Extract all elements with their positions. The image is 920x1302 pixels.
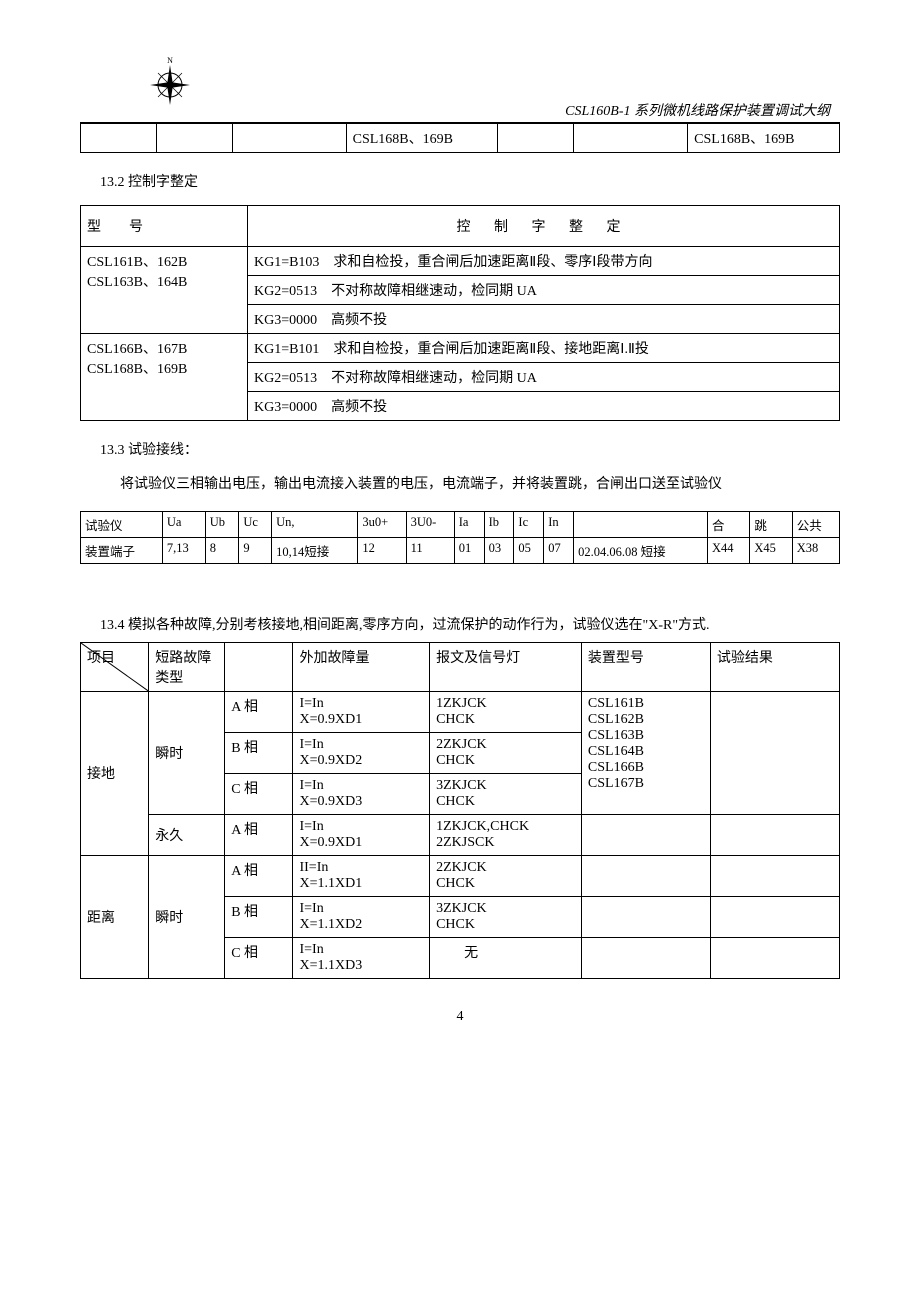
page-number: 4 <box>80 1009 840 1025</box>
r1c5: 1ZKJCKCHCK <box>430 691 582 732</box>
w-h8: Ib <box>484 511 514 537</box>
models-block: CSL161B CSL162B CSL163B CSL164B CSL166B … <box>581 691 710 814</box>
r1c4: I=InX=0.9XD1 <box>293 691 430 732</box>
section-13-4-heading: 13.4 模拟各种故障,分别考核接地,相间距离,零序方向，过流保护的动作行为，试… <box>100 614 840 638</box>
w-r2-6: 01 <box>454 537 484 563</box>
h-result: 试验结果 <box>710 642 839 691</box>
r2c5: 2ZKJCKCHCK <box>430 732 582 773</box>
w-r2-label: 装置端子 <box>81 537 163 563</box>
w-r2-13: X38 <box>792 537 839 563</box>
result-blank-4 <box>710 896 839 937</box>
g1-row1: KG1=B103 求和自检投，重合闸后加速距离Ⅱ段、零序Ⅰ段带方向 <box>247 247 839 276</box>
sub-shunshi-1: 瞬时 <box>149 691 225 814</box>
w-r2-12: X45 <box>750 537 792 563</box>
r3c5: 3ZKJCKCHCK <box>430 773 582 814</box>
w-r2-9: 07 <box>544 537 574 563</box>
r6c4: I=InX=1.1XD2 <box>293 896 430 937</box>
col-header-control: 控 制 字 整 定 <box>247 206 839 247</box>
model-group2-b: CSL168B、169B <box>87 358 241 378</box>
w-h6: 3U0- <box>406 511 454 537</box>
model-blank-5 <box>581 937 710 978</box>
w-h1: Ua <box>162 511 205 537</box>
model-blank-2 <box>581 814 710 855</box>
cat-distance: 距离 <box>81 855 149 978</box>
r7c4: I=InX=1.1XD3 <box>293 937 430 978</box>
w-h14: 公共 <box>792 511 839 537</box>
top-cell-b: CSL168B、169B <box>688 124 840 153</box>
result-blank-1 <box>710 691 839 814</box>
w-h5: 3u0+ <box>358 511 406 537</box>
w-r2-7: 03 <box>484 537 514 563</box>
h-fault-type: 短路故障类型 <box>149 642 225 691</box>
svg-text:N: N <box>167 56 173 65</box>
compass-icon: N <box>140 55 200 115</box>
h-msg: 报文及信号灯 <box>430 642 582 691</box>
phase-c-1: C 相 <box>225 773 293 814</box>
model-blank-4 <box>581 896 710 937</box>
phase-b-2: B 相 <box>225 896 293 937</box>
w-r2-3: 10,14短接 <box>272 537 358 563</box>
w-h2: Ub <box>205 511 239 537</box>
phase-b-1: B 相 <box>225 732 293 773</box>
wiring-table: 试验仪 Ua Ub Uc Un, 3u0+ 3U0- Ia Ib Ic In 合… <box>80 511 840 564</box>
col-header-model: 型 号 <box>81 206 248 247</box>
r3c4: I=InX=0.9XD3 <box>293 773 430 814</box>
w-h12: 合 <box>707 511 749 537</box>
result-blank-2 <box>710 814 839 855</box>
cat-ground: 接地 <box>81 691 149 855</box>
top-cell-a: CSL168B、169B <box>346 124 498 153</box>
r7c5: 无 <box>430 937 582 978</box>
r4c4: I=InX=0.9XD1 <box>293 814 430 855</box>
section-13-2-heading: 13.2 控制字整定 <box>100 171 840 191</box>
w-r2-1: 8 <box>205 537 239 563</box>
result-blank-5 <box>710 937 839 978</box>
phase-a-1: A 相 <box>225 691 293 732</box>
g1-row3: KG3=0000 高频不投 <box>247 305 839 334</box>
g2-row3: KG3=0000 高频不投 <box>247 392 839 421</box>
w-h0: 试验仪 <box>81 511 163 537</box>
r5c5: 2ZKJCKCHCK <box>430 855 582 896</box>
phase-a-3: A 相 <box>225 855 293 896</box>
h-device: 装置型号 <box>581 642 710 691</box>
phase-a-2: A 相 <box>225 814 293 855</box>
model-blank-3 <box>581 855 710 896</box>
g2-row1: KG1=B101 求和自检投，重合闸后加速距离Ⅱ段、接地距离Ⅰ.Ⅱ投 <box>247 334 839 363</box>
h-fault-qty: 外加故障量 <box>293 642 430 691</box>
top-partial-table: CSL168B、169B CSL168B、169B <box>80 123 840 153</box>
w-r2-2: 9 <box>239 537 272 563</box>
phase-c-2: C 相 <box>225 937 293 978</box>
r2c4: I=InX=0.9XD2 <box>293 732 430 773</box>
g2-row2: KG2=0513 不对称故障相继速动，检同期 UA <box>247 363 839 392</box>
w-r2-4: 12 <box>358 537 406 563</box>
w-h4: Un, <box>272 511 358 537</box>
r6c5: 3ZKJCKCHCK <box>430 896 582 937</box>
h-blank <box>225 642 293 691</box>
w-r2-11: X44 <box>707 537 749 563</box>
w-r2-0: 7,13 <box>162 537 205 563</box>
result-blank-3 <box>710 855 839 896</box>
w-h10: In <box>544 511 574 537</box>
w-h7: Ia <box>454 511 484 537</box>
sub-yongjiu: 永久 <box>149 814 225 855</box>
section-13-3-para: 将试验仪三相输出电压，输出电流接入装置的电压，电流端子，并将装置跳，合闸出口送至… <box>120 473 840 497</box>
w-h9: Ic <box>514 511 544 537</box>
w-r2-8: 05 <box>514 537 544 563</box>
model-group1-b: CSL163B、164B <box>87 271 241 291</box>
w-r2-10: 02.04.06.08 短接 <box>574 537 708 563</box>
w-r2-5: 11 <box>406 537 454 563</box>
w-h3: Uc <box>239 511 272 537</box>
w-h13: 跳 <box>750 511 792 537</box>
g1-row2: KG2=0513 不对称故障相继速动，检同期 UA <box>247 276 839 305</box>
sub-shunshi-2: 瞬时 <box>149 855 225 978</box>
r5c4: II=InX=1.1XD1 <box>293 855 430 896</box>
control-word-table: 型 号 控 制 字 整 定 CSL161B、162B CSL163B、164B … <box>80 205 840 421</box>
model-group2-a: CSL166B、167B <box>87 338 241 358</box>
section-13-3-heading: 13.3 试验接线： <box>100 439 840 459</box>
h-proj: 项目 <box>81 642 149 691</box>
r4c5: 1ZKJCK,CHCK2ZKJSCK <box>430 814 582 855</box>
model-group1-a: CSL161B、162B <box>87 251 241 271</box>
w-h11 <box>574 511 708 537</box>
fault-test-table: 项目 短路故障类型 外加故障量 报文及信号灯 装置型号 试验结果 接地 瞬时 A… <box>80 642 840 979</box>
